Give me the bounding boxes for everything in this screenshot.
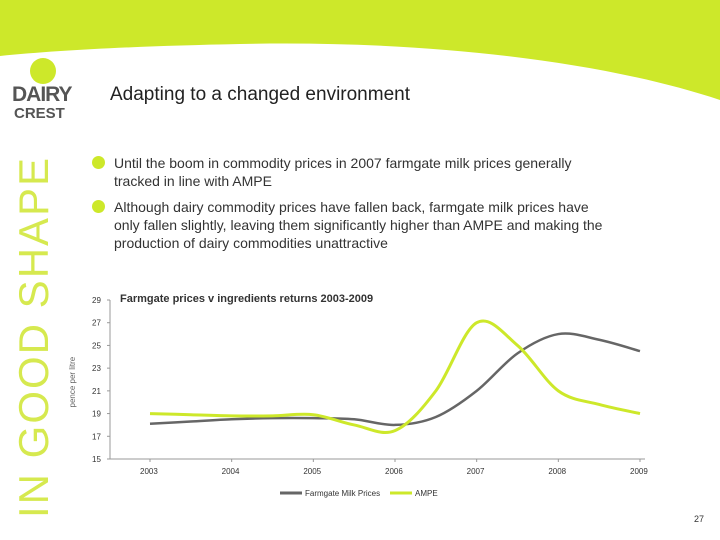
series-line-farmgate <box>149 332 641 427</box>
y-tick-label: 21 <box>92 387 101 396</box>
y-tick-label: 15 <box>92 455 101 464</box>
x-tick-label: 2005 <box>303 467 321 476</box>
y-axis-label: pence per litre <box>68 356 77 407</box>
x-tick-label: 2004 <box>222 467 240 476</box>
slide-title: Adapting to a changed environment <box>110 84 410 105</box>
company-logo: DAIRY CREST <box>12 56 73 126</box>
bullet-dot-icon <box>92 156 105 169</box>
bullet-list: Until the boom in commodity prices in 20… <box>92 154 612 260</box>
bullet-text: Until the boom in commodity prices in 20… <box>114 155 572 189</box>
x-tick-label: 2009 <box>630 467 648 476</box>
legend-label: Farmgate Milk Prices <box>305 489 380 498</box>
bullet-text: Although dairy commodity prices have fal… <box>114 199 603 251</box>
y-tick-label: 25 <box>92 341 101 350</box>
chart-svg: Farmgate prices v ingredients returns 20… <box>68 293 648 498</box>
logo-line1: DAIRY <box>12 83 73 106</box>
y-tick-label: 17 <box>92 432 101 441</box>
bullet-item: Until the boom in commodity prices in 20… <box>92 154 612 190</box>
page-number: 27 <box>693 514 704 524</box>
vertical-tagline: IN GOOD SHAPE <box>10 155 57 518</box>
chart-title: Farmgate prices v ingredients returns 20… <box>120 293 373 305</box>
y-tick-label: 19 <box>92 410 101 419</box>
y-tick-label: 27 <box>92 319 101 328</box>
x-tick-label: 2007 <box>467 467 485 476</box>
logo-dot <box>30 58 56 84</box>
line-chart: Farmgate prices v ingredients returns 20… <box>60 282 660 502</box>
x-tick-label: 2006 <box>385 467 403 476</box>
y-tick-label: 29 <box>92 296 101 305</box>
x-tick-label: 2003 <box>140 467 158 476</box>
y-tick-label: 23 <box>92 364 101 373</box>
logo-line2: CREST <box>14 105 65 122</box>
legend-label: AMPE <box>415 489 438 498</box>
header-swoosh <box>0 0 720 100</box>
series-line-ampe <box>149 319 641 434</box>
bullet-dot-icon <box>92 200 105 213</box>
bullet-item: Although dairy commodity prices have fal… <box>92 198 612 252</box>
x-tick-label: 2008 <box>548 467 566 476</box>
